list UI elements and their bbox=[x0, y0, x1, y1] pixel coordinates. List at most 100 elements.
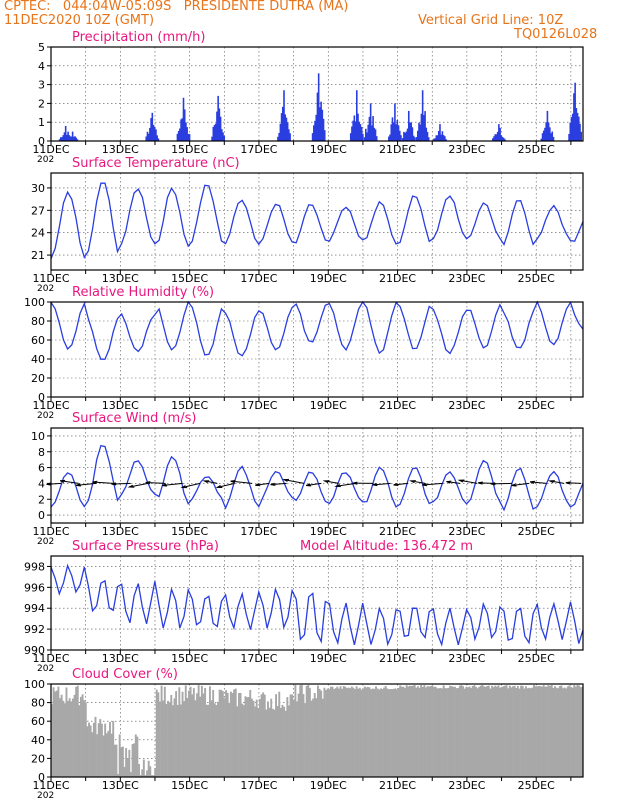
precip-bar bbox=[398, 130, 401, 141]
cloud-bar bbox=[560, 685, 563, 777]
wind-arrow bbox=[549, 480, 565, 484]
precip-bar bbox=[570, 117, 573, 141]
x-tick-label: 23DEC bbox=[448, 272, 485, 285]
y-tick-label: 24 bbox=[31, 227, 45, 240]
precip-bar bbox=[542, 130, 545, 141]
cloud-bar bbox=[223, 698, 226, 777]
cloud-bar bbox=[141, 769, 144, 777]
precip-bar bbox=[580, 131, 583, 141]
wind-arrow bbox=[162, 482, 183, 487]
precip-bar bbox=[499, 127, 501, 141]
cloud-bar bbox=[449, 685, 452, 777]
header-date: 11DEC2020 10Z (GMT) bbox=[4, 13, 155, 28]
wind-arrow bbox=[422, 482, 443, 486]
precip-bar bbox=[433, 138, 435, 141]
cloud-bar bbox=[279, 707, 282, 777]
wind-arrow-head bbox=[127, 484, 135, 488]
cloud-bar bbox=[499, 687, 502, 777]
precip-bar bbox=[319, 107, 321, 141]
cloud-bar bbox=[218, 689, 221, 777]
wind-arrow bbox=[410, 480, 426, 484]
x-tick-label: 15DEC bbox=[171, 525, 208, 538]
cloud-bar bbox=[463, 688, 466, 777]
precip-bar bbox=[574, 82, 576, 141]
cloud-bar bbox=[557, 688, 560, 777]
wind-arrow bbox=[283, 479, 305, 484]
y-tick-label: 4 bbox=[38, 477, 45, 490]
cloud-bar bbox=[325, 690, 327, 777]
y-tick-label: 1 bbox=[38, 116, 45, 129]
cloud-bar bbox=[236, 706, 239, 777]
precip-bar bbox=[355, 90, 358, 141]
cloud-bar bbox=[202, 693, 205, 777]
wind-arrow-head bbox=[457, 479, 465, 483]
cloud-bar bbox=[105, 733, 108, 777]
wind-arrow-head bbox=[547, 480, 555, 484]
cloud-bar bbox=[234, 688, 237, 777]
cloud-bar bbox=[220, 689, 223, 777]
cloud-bar bbox=[150, 775, 153, 777]
cloud-bar bbox=[204, 688, 207, 777]
cloud-bar bbox=[375, 686, 377, 777]
y-tick-label: 0 bbox=[38, 135, 45, 148]
cloud-bar bbox=[578, 685, 581, 777]
cloud-bar bbox=[452, 686, 455, 777]
cloud-bar bbox=[273, 709, 276, 777]
cloud-bar bbox=[97, 723, 100, 777]
precip-bar bbox=[284, 114, 287, 141]
wind-arrow-head bbox=[352, 481, 358, 485]
cloud-bar bbox=[321, 698, 324, 777]
cloud-bar bbox=[447, 687, 450, 777]
cloud-bar bbox=[73, 694, 76, 777]
precip-bar bbox=[179, 128, 181, 141]
precip-bar bbox=[425, 127, 428, 141]
cloud-bar bbox=[426, 686, 429, 777]
y-tick-label: 0 bbox=[38, 509, 45, 522]
precip-bar bbox=[283, 90, 285, 141]
cloud-bar bbox=[184, 685, 187, 777]
cloud-bar bbox=[373, 688, 376, 777]
precip-bar bbox=[397, 125, 400, 141]
cloud-bar bbox=[117, 773, 120, 777]
cloud-bar bbox=[444, 688, 447, 777]
x-year-label: 202 bbox=[37, 537, 54, 547]
precip-bar bbox=[493, 136, 495, 141]
cloud-bar bbox=[457, 687, 460, 777]
cloud-bar bbox=[394, 688, 397, 777]
wind-arrow bbox=[306, 482, 322, 487]
x-tick-label: 13DEC bbox=[102, 652, 139, 665]
precip-bar bbox=[498, 124, 500, 141]
cloud-bar bbox=[62, 700, 65, 777]
precip-bar bbox=[320, 101, 322, 141]
cloud-bar bbox=[308, 688, 311, 777]
wind-arrow bbox=[92, 481, 114, 484]
precip-bar bbox=[71, 131, 74, 141]
wind-arrow-head bbox=[282, 478, 290, 482]
cloud-bar bbox=[397, 687, 400, 777]
precip-bar bbox=[68, 135, 71, 141]
wind-arrow bbox=[60, 480, 79, 484]
cloud-bar bbox=[346, 688, 348, 777]
cloud-bar bbox=[391, 689, 394, 777]
cloud-bar bbox=[450, 686, 453, 777]
precip-bar bbox=[407, 110, 410, 141]
cloud-bar bbox=[192, 688, 195, 777]
panel-title: Precipitation (mm/h) bbox=[72, 30, 205, 45]
cloud-bar bbox=[252, 700, 255, 777]
panel-frame bbox=[50, 555, 584, 651]
wind-arrow-head bbox=[511, 483, 517, 487]
cloud-bar bbox=[78, 705, 81, 777]
precip-bar bbox=[550, 133, 552, 141]
y-tick-label: 60 bbox=[31, 334, 45, 347]
wind-arrow bbox=[393, 482, 409, 486]
cloud-bar bbox=[383, 687, 386, 777]
cloud-bar bbox=[328, 689, 331, 777]
x-tick-label: 13DEC bbox=[102, 399, 139, 412]
cloud-bar bbox=[57, 686, 60, 777]
cloud-bar bbox=[96, 734, 99, 777]
cloud-bar bbox=[534, 686, 537, 777]
x-year-label: 202 bbox=[37, 155, 54, 165]
cloud-bar bbox=[276, 705, 279, 777]
precip-bar bbox=[424, 111, 426, 141]
precip-bar bbox=[414, 137, 416, 141]
